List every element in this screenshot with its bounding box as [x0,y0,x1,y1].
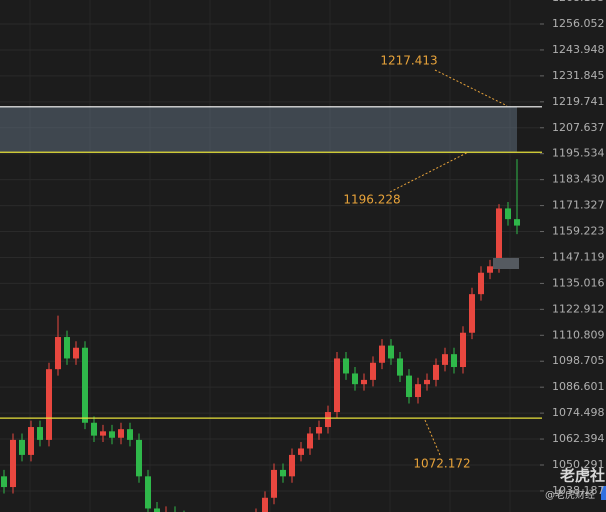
level-label: 1217.413 [380,54,437,68]
candle-body [424,379,430,385]
candle-body [487,266,493,273]
marker-box [493,258,519,269]
y-tick-label: 1183.430 [552,173,605,186]
y-tick-label: 1122.912 [552,302,605,315]
candle-body [415,384,421,398]
level-leader [389,151,469,193]
y-tick-label: 1086.601 [552,380,605,393]
level-label: 1196.228 [343,193,400,207]
candle-body [19,439,25,455]
watermark-sub: @老虎财经 [545,488,595,501]
level-label: 1072.172 [413,457,470,471]
y-tick-label: 1147.119 [552,250,605,263]
candle-body [343,358,349,374]
y-tick-label: 1074.498 [552,406,605,419]
y-tick-label: 1231.845 [552,69,605,82]
candle-body [28,427,34,455]
candle-body [289,454,295,477]
candle-body [127,429,133,440]
candle-body [451,354,457,368]
candle-body [298,448,304,455]
y-tick-label: 1256.052 [552,17,605,30]
candle-body [145,476,151,509]
y-tick-label: 1171.327 [552,199,605,212]
candle-body [136,439,142,477]
candle-body [118,429,124,438]
candle-body [46,369,52,440]
y-tick-label: 1050.291 [552,458,605,471]
candle-body [496,208,502,267]
candle-body [379,345,385,363]
candle-body [316,427,322,434]
candle-body [280,469,286,477]
candle-body [406,375,412,398]
candle-body [361,379,367,385]
candle-body [478,272,484,295]
y-tick-label: 1159.223 [552,225,605,238]
candle-body [442,354,448,365]
y-tick-label: 1038.187 [552,484,605,497]
y-tick-label: 1110.809 [552,328,605,341]
candle-body [505,208,511,220]
watermark: 老虎社区 [559,467,606,485]
candle-body [64,337,70,359]
candle-body [37,427,43,440]
candle-body [388,345,394,359]
candle-body [325,412,331,428]
y-tick-label: 1219.741 [552,95,605,108]
candle-body [433,364,439,380]
candle-body [460,332,466,368]
y-tick-label: 1195.534 [552,147,605,160]
candle-body [397,358,403,376]
level-leader [434,69,508,107]
y-tick-label: 1207.637 [552,121,605,134]
zone [0,106,517,153]
candle-body [514,219,520,226]
y-tick-label: 1135.016 [552,276,605,289]
candle-body [100,431,106,436]
candle-body [82,347,88,423]
candle-body [55,337,61,370]
candle-body [91,422,97,436]
candle-body [352,373,358,385]
candle-body [1,476,7,488]
y-tick-label: 1062.394 [552,432,605,445]
y-tick-label: 1268.155 [552,0,605,4]
candle-body [10,439,16,488]
level-leader [424,419,441,456]
edge-tab [601,486,606,500]
candle-body [307,433,313,449]
y-tick-label: 1243.948 [552,43,605,56]
candle-body [262,497,268,512]
candle-body [154,508,160,512]
candle-body [469,294,475,333]
candle-body [73,347,79,359]
y-tick-label: 1098.705 [552,354,605,367]
candle-body [334,358,340,413]
candle-body [109,431,115,438]
candle-body [271,469,277,498]
candle-body [370,362,376,380]
